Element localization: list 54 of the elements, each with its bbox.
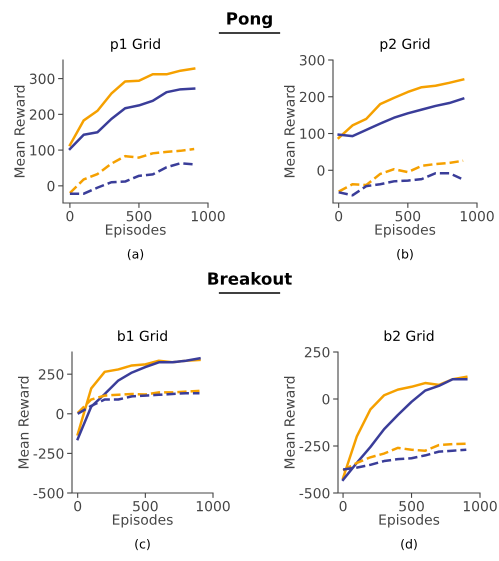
x-tick-label: 1000 [192,210,225,222]
line-series [68,148,196,194]
x-axis-title: Episodes [106,224,166,238]
x-tick-label: 0 [74,500,82,512]
line-series [337,97,464,138]
text: (d) [401,538,417,550]
line-series [68,87,196,150]
y-tick-label: -250 [34,448,64,459]
x-tick-label: 0 [66,210,74,222]
x-tick-label: 500 [399,500,424,512]
y-axis-title: Mean Reward [284,376,295,468]
text: (c) [135,538,150,550]
x-tick-label: 500 [133,500,158,512]
y-tick-label: -500 [300,488,330,498]
text: (b) [397,248,413,260]
text: Breakout [208,272,292,285]
x-axis-title: Episodes [375,224,436,238]
chart-title: b1 Grid [118,330,167,342]
line-series [337,78,464,140]
y-axis-title: Mean Reward [18,376,29,468]
line-series [68,67,196,146]
y-tick-label: 0 [47,180,54,192]
chart-title: b2 Grid [384,330,434,342]
y-tick-label: 100 [300,128,324,139]
line-series [337,172,464,197]
y-axis-title: Mean Reward [284,86,295,178]
y-axis-title: Mean Reward [14,86,25,178]
x-tick-label: 1000 [464,500,497,512]
chart-title: p2 Grid [380,38,430,52]
text: Pong [227,12,272,28]
line-series [337,159,464,193]
x-tick-label: 1000 [460,210,494,222]
x-tick-label: 500 [396,210,420,222]
x-axis-title: Episodes [379,514,440,528]
x-tick-label: 0 [335,210,342,222]
y-tick-label: -500 [34,488,64,498]
y-tick-label: 100 [30,145,54,156]
y-tick-label: 200 [300,92,324,102]
y-tick-label: 300 [30,74,54,84]
x-axis-title: Episodes [112,514,173,528]
y-tick-label: 0 [322,394,330,404]
chart-title: p1 Grid [111,38,160,52]
y-tick-label: -250 [300,440,330,452]
line-series [68,162,196,195]
y-tick-label: 200 [30,109,54,120]
x-tick-label: 500 [126,210,152,222]
y-tick-label: 0 [317,165,324,176]
y-tick-label: 300 [300,54,324,66]
x-tick-label: 0 [340,500,347,512]
text: (a) [128,248,144,260]
y-tick-label: 250 [38,369,64,380]
y-tick-label: 250 [304,346,330,358]
y-tick-label: 0 [56,408,64,420]
x-tick-label: 1000 [196,500,230,512]
